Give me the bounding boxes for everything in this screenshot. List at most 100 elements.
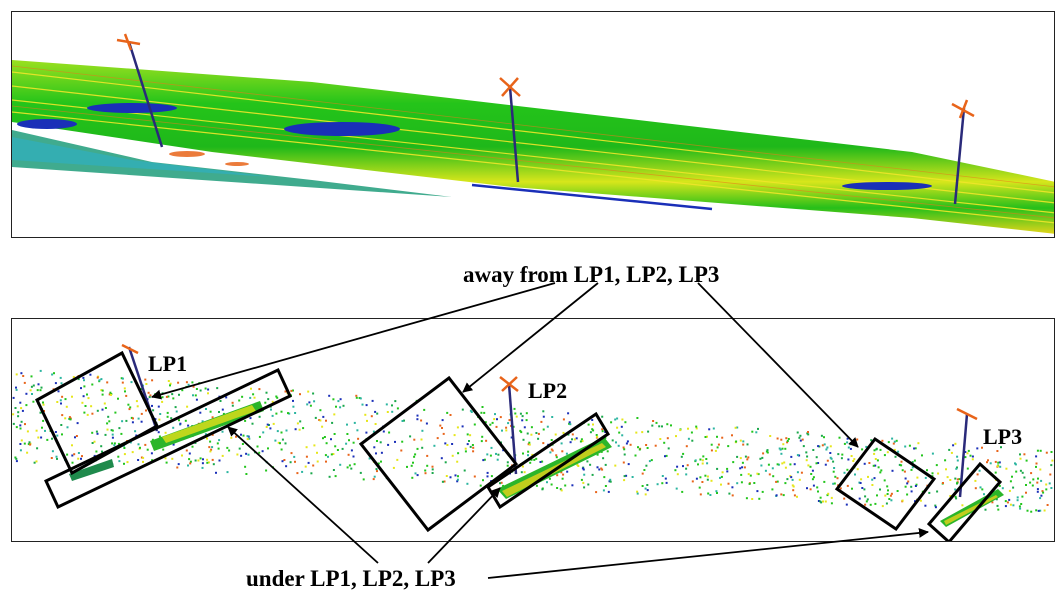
- sparse-point: [796, 454, 799, 457]
- sparse-point: [346, 423, 348, 426]
- sparse-point: [77, 457, 80, 460]
- sparse-point: [353, 421, 356, 424]
- sparse-point: [849, 443, 852, 446]
- sparse-point: [184, 419, 187, 422]
- sparse-point: [981, 446, 983, 449]
- sparse-point: [998, 461, 1001, 464]
- sparse-point: [191, 381, 194, 384]
- sparse-point: [784, 466, 787, 469]
- sparse-point: [145, 409, 147, 412]
- sparse-point: [714, 449, 717, 452]
- sparse-point: [178, 419, 180, 422]
- sparse-point: [505, 429, 508, 432]
- sparse-point: [493, 418, 496, 421]
- sparse-point: [150, 452, 153, 455]
- sparse-point: [650, 459, 653, 462]
- sparse-point: [280, 448, 283, 451]
- sparse-point: [559, 488, 562, 491]
- sparse-point: [846, 468, 849, 471]
- sparse-point: [499, 416, 502, 419]
- sparse-point: [166, 411, 169, 414]
- sparse-point: [129, 406, 132, 409]
- sparse-point: [164, 457, 167, 460]
- sparse-point: [285, 429, 288, 432]
- sparse-point: [140, 388, 143, 390]
- sparse-point: [451, 454, 454, 457]
- sparse-point: [247, 453, 250, 456]
- sparse-point: [937, 472, 940, 475]
- sparse-point: [715, 490, 718, 493]
- sparse-point: [147, 391, 150, 394]
- sparse-point: [699, 493, 702, 496]
- sparse-point: [316, 460, 319, 463]
- sparse-point: [473, 475, 476, 478]
- box-away-lp1: [35, 350, 159, 476]
- sparse-point: [336, 449, 339, 451]
- sparse-point: [1040, 479, 1043, 482]
- sparse-point: [401, 440, 404, 443]
- sparse-point: [936, 490, 939, 493]
- sparse-point: [272, 422, 275, 425]
- sparse-point: [674, 469, 677, 472]
- sparse-point: [379, 441, 382, 444]
- sparse-point: [1035, 455, 1038, 458]
- sparse-point: [853, 458, 856, 461]
- sparse-point: [294, 412, 297, 414]
- sparse-point: [19, 424, 22, 427]
- sparse-point: [151, 379, 154, 382]
- sparse-point: [121, 381, 124, 384]
- sparse-point: [134, 430, 137, 433]
- sparse-point: [792, 485, 795, 488]
- sparse-point: [19, 449, 22, 452]
- sparse-point: [152, 409, 155, 412]
- sparse-point: [758, 497, 761, 500]
- sparse-point: [373, 475, 376, 478]
- sparse-point: [250, 387, 252, 390]
- sparse-point: [648, 460, 651, 463]
- sparse-point: [877, 466, 880, 469]
- sparse-point: [919, 499, 922, 502]
- sparse-point: [118, 427, 121, 430]
- sparse-point: [236, 453, 239, 456]
- sparse-point: [646, 447, 649, 449]
- sparse-point: [997, 508, 1000, 511]
- sparse-point: [789, 463, 792, 466]
- sparse-point: [739, 457, 742, 460]
- sparse-point: [805, 459, 808, 462]
- sparse-point: [206, 461, 209, 464]
- sparse-point: [464, 447, 467, 450]
- sparse-point: [644, 493, 647, 496]
- sparse-point: [627, 463, 630, 466]
- sparse-point: [294, 428, 297, 431]
- sparse-point: [556, 474, 559, 477]
- sparse-point: [334, 475, 337, 478]
- sparse-point: [380, 460, 382, 463]
- sparse-point: [293, 455, 296, 458]
- sparse-point: [1039, 497, 1042, 500]
- sparse-point: [541, 488, 544, 491]
- sparse-point: [125, 394, 128, 397]
- sparse-point: [481, 406, 484, 408]
- sparse-point: [64, 417, 67, 420]
- sparse-point: [1023, 476, 1026, 479]
- sparse-point: [202, 458, 204, 461]
- sparse-point: [101, 389, 104, 392]
- sparse-point: [456, 460, 459, 463]
- sparse-point: [571, 484, 574, 487]
- sparse-point: [755, 431, 758, 434]
- sparse-point: [916, 476, 919, 479]
- sparse-point: [623, 475, 626, 478]
- sparse-point: [187, 424, 190, 427]
- sparse-point: [784, 482, 787, 485]
- sparse-point: [698, 486, 701, 489]
- sparse-point: [305, 455, 308, 458]
- sparse-point: [523, 426, 526, 429]
- sparse-point: [635, 431, 638, 434]
- sparse-point: [241, 443, 244, 445]
- sparse-point: [645, 444, 648, 446]
- sparse-point: [96, 376, 99, 379]
- sparse-point: [12, 396, 15, 399]
- sparse-point: [520, 471, 523, 474]
- sparse-point: [610, 421, 613, 424]
- sparse-point: [445, 475, 448, 477]
